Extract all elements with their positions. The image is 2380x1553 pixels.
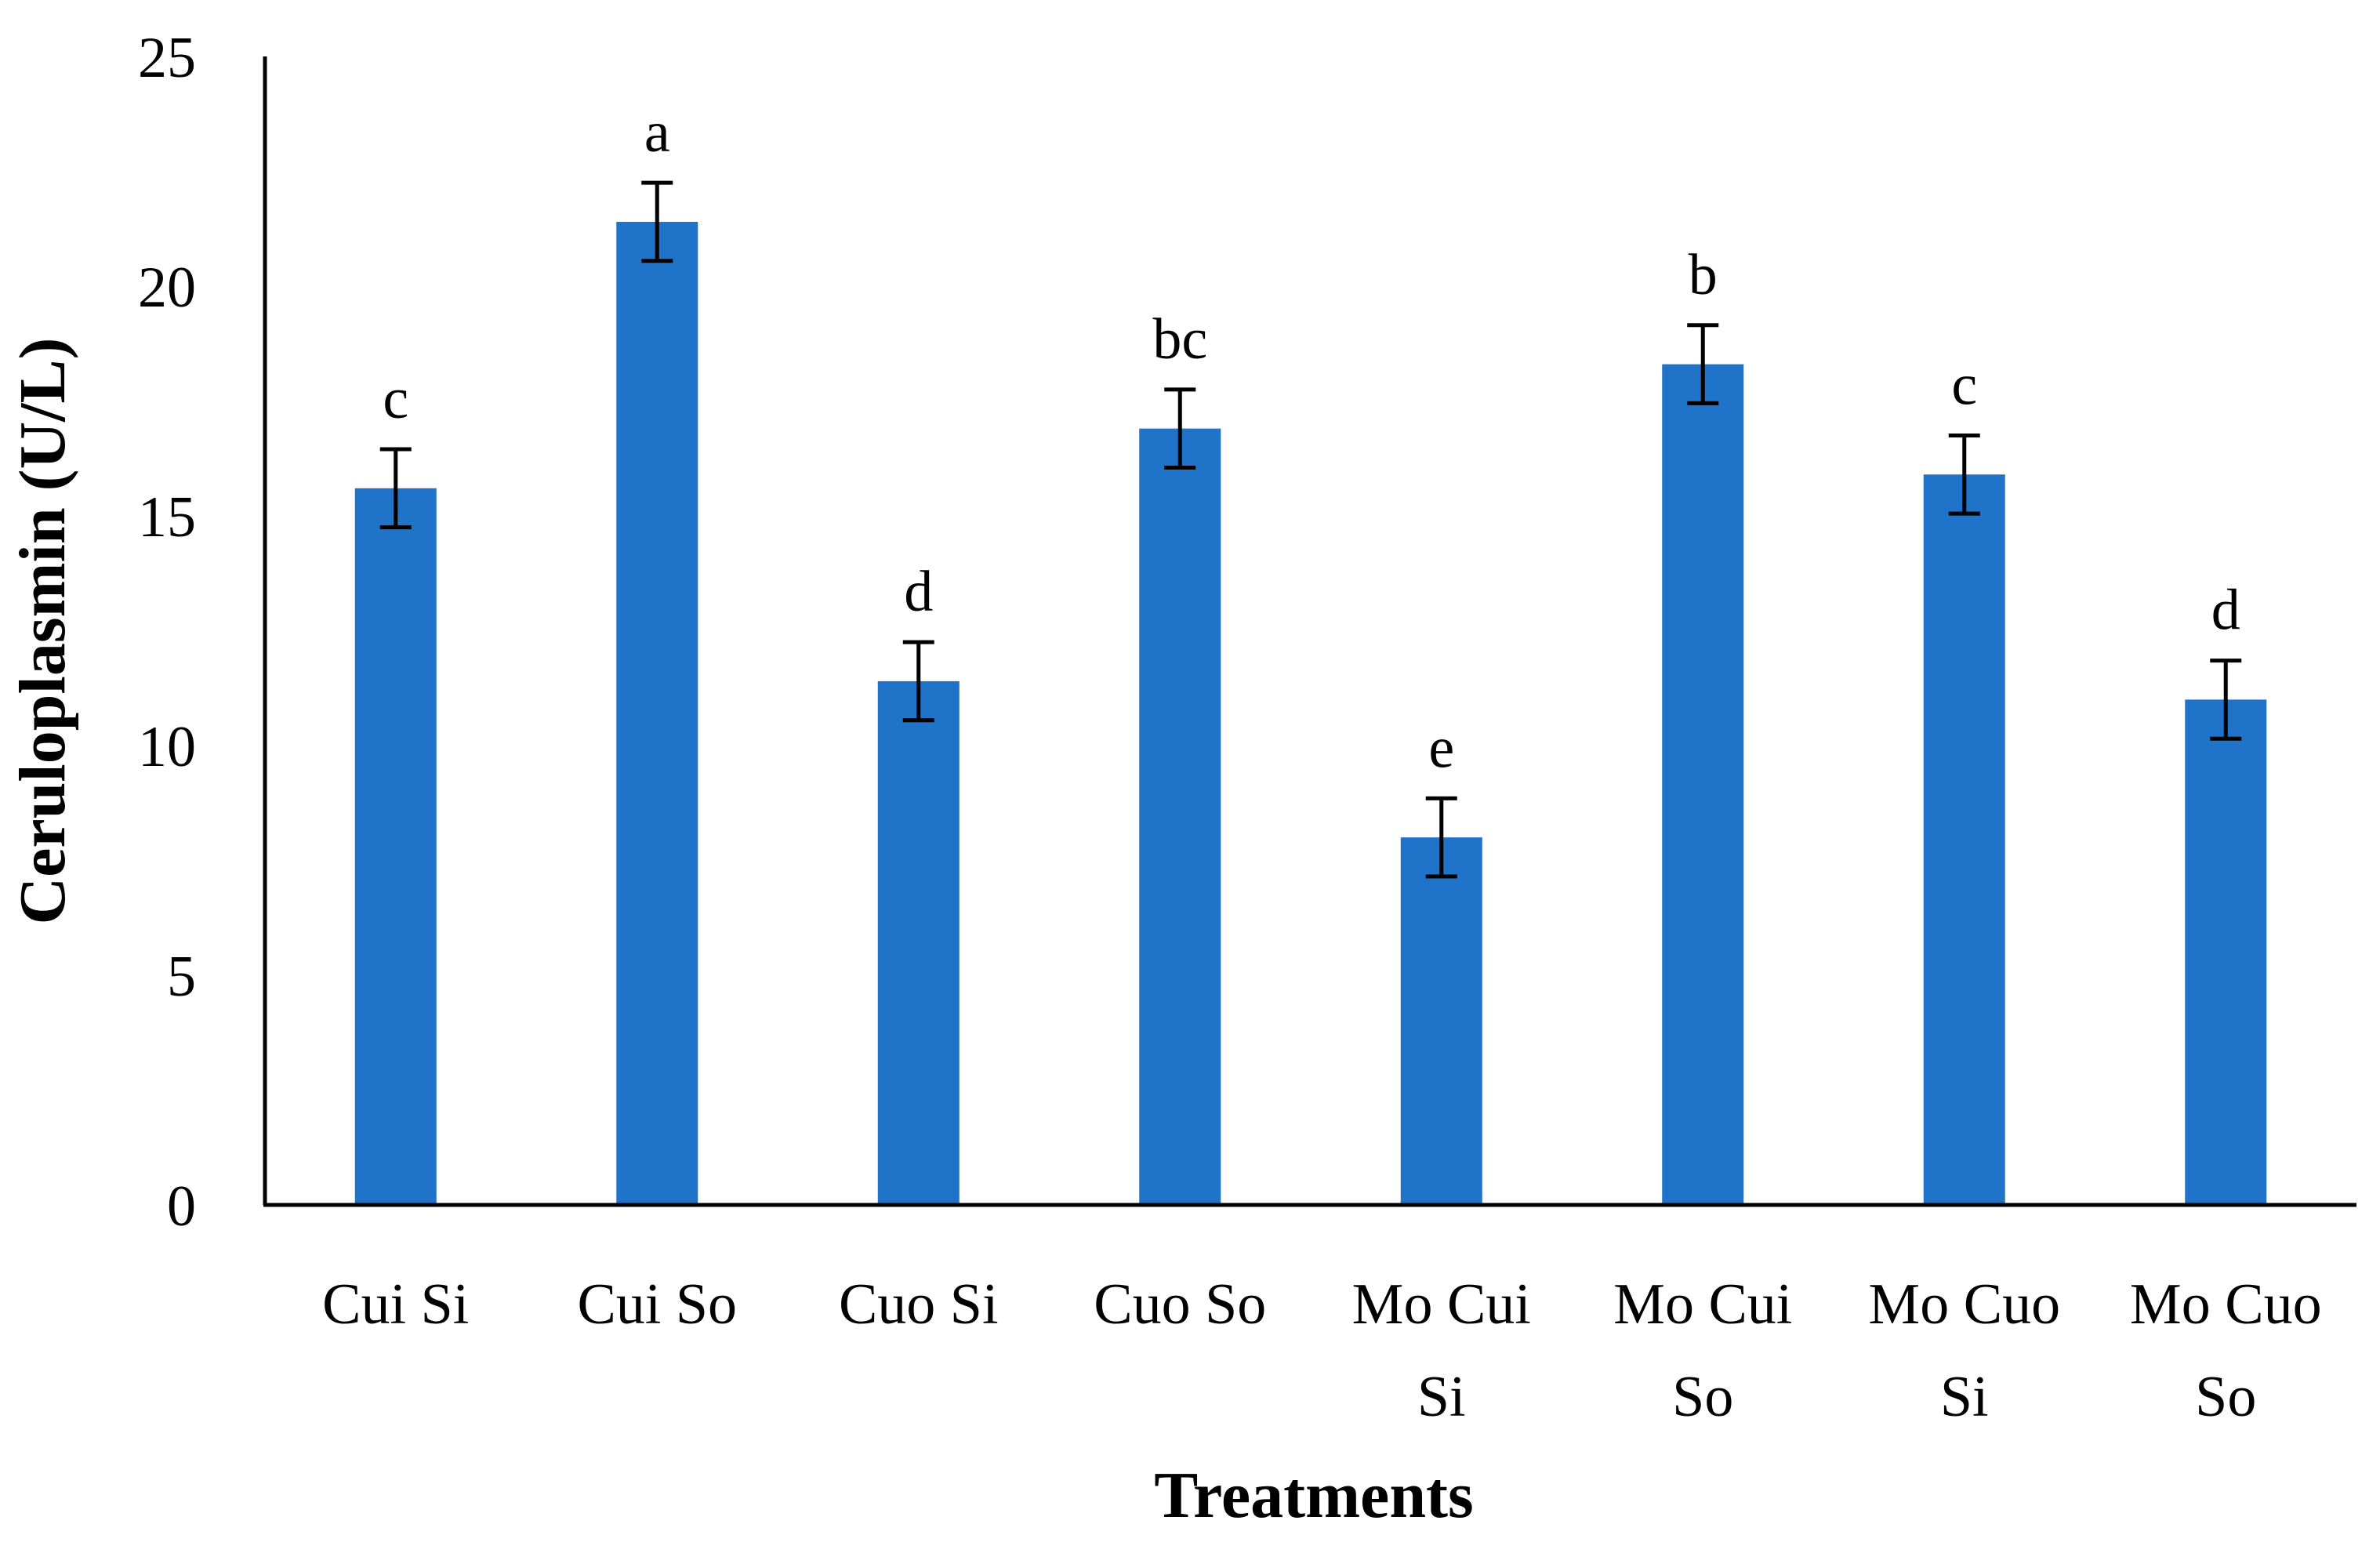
x-category-label: So [2195,1365,2256,1429]
x-category-label: Cui So [577,1272,737,1337]
error-bar [2210,659,2242,741]
bar [877,680,960,1205]
bar [2185,699,2267,1205]
error-bar [902,640,934,723]
y-axis-title: Ceruloplasmin (U/L) [6,337,79,924]
error-bar [1948,433,1980,516]
significance-letter: d [904,560,933,624]
significance-letter: e [1428,716,1454,780]
significance-letter: c [383,367,408,431]
y-tick-label: 10 [138,715,196,779]
bars-layer [354,221,2267,1206]
bar [1662,364,1744,1205]
error-bar [641,180,673,263]
y-tick-label: 25 [138,26,196,90]
significance-letter: c [1951,353,1977,417]
x-category-label: Mo Cuo [1868,1272,2060,1337]
x-category-label: Cuo Si [839,1272,999,1337]
significance-letter: a [644,100,670,165]
x-category-label: So [1672,1365,1733,1429]
bar [616,221,698,1206]
y-tick-labels: 0 5 10 15 20 25 [138,26,196,1239]
x-category-label: Cuo So [1094,1272,1266,1337]
bar [1923,474,2005,1205]
y-tick-label: 0 [167,1174,196,1239]
bar [1400,837,1482,1205]
x-category-label: Mo Cui [1613,1272,1792,1337]
y-tick-label: 15 [138,485,196,550]
x-category-labels: Cui Si Cui So Cuo Si Cuo So Mo Cui Si Mo Cui So… [322,1272,2321,1429]
significance-letter: bc [1152,307,1207,372]
x-category-label: Mo Cui [1352,1272,1531,1337]
error-bar [379,447,412,530]
error-bar [1687,323,1719,405]
significance-letter: d [2211,579,2240,643]
x-axis-title: Treatments [1154,1459,1473,1532]
bar [354,488,437,1205]
x-category-label: Si [1940,1365,1989,1429]
x-category-label: Mo Cuo [2130,1272,2322,1337]
error-bar [1164,387,1196,470]
y-tick-label: 5 [167,945,196,1009]
axes-layer [263,56,2356,1207]
error-bar [1425,796,1457,879]
bar [1139,428,1221,1205]
y-tick-label: 20 [138,256,196,320]
error-bars-layer [379,180,2242,879]
significance-letter: b [1689,243,1718,307]
x-category-label: Si [1417,1365,1466,1429]
x-category-label: Cui Si [322,1272,469,1337]
